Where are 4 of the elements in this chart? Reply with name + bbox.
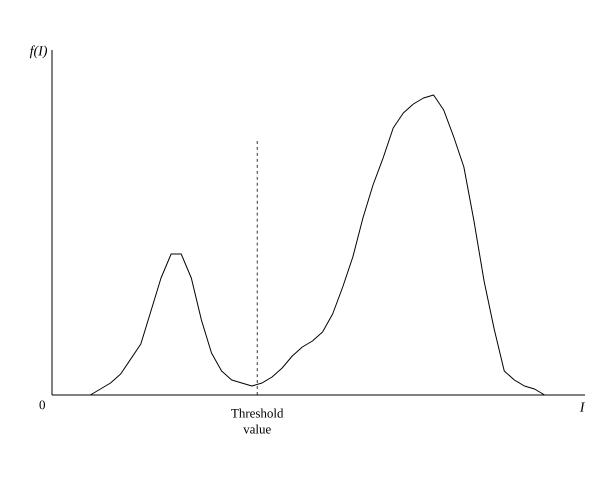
x-axis-title: I [580, 402, 586, 412]
y-axis-title: f(I) [30, 46, 48, 58]
text: 0 [40, 400, 45, 410]
text: Threshold value [231, 408, 284, 434]
